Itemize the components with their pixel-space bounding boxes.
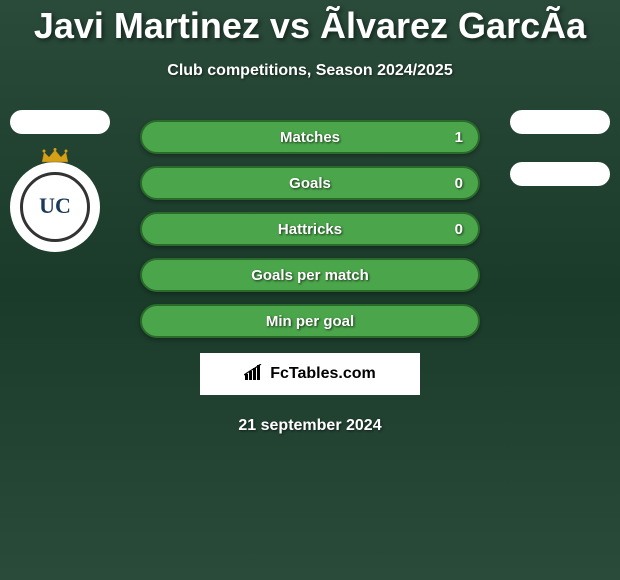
date-text: 21 september 2024 bbox=[0, 417, 620, 435]
stat-bars: Matches 1 Goals 0 Hattricks 0 Goals per … bbox=[140, 120, 480, 338]
subtitle: Club competitions, Season 2024/2025 bbox=[0, 62, 620, 80]
stat-bar-goals: Goals 0 bbox=[140, 166, 480, 200]
stat-bar-goals-per-match: Goals per match bbox=[140, 258, 480, 292]
right-badges bbox=[510, 110, 610, 214]
left-badges: UC bbox=[10, 110, 110, 252]
stat-label: Goals bbox=[289, 175, 331, 192]
stat-bar-matches: Matches 1 bbox=[140, 120, 480, 154]
stat-value: 0 bbox=[455, 221, 463, 238]
club-monogram-icon: UC bbox=[25, 177, 85, 237]
stat-bar-hattricks: Hattricks 0 bbox=[140, 212, 480, 246]
stat-value: 0 bbox=[455, 175, 463, 192]
right-flag-placeholder-1 bbox=[510, 110, 610, 134]
svg-text:UC: UC bbox=[39, 193, 71, 218]
stats-content: UC Matches 1 Goals 0 Hattricks 0 Goals p… bbox=[0, 120, 620, 435]
left-flag-placeholder bbox=[10, 110, 110, 134]
crown-icon bbox=[40, 148, 70, 164]
stat-label: Matches bbox=[280, 129, 340, 146]
logo-text: FcTables.com bbox=[270, 365, 376, 383]
stat-label: Min per goal bbox=[266, 313, 354, 330]
stat-label: Hattricks bbox=[278, 221, 342, 238]
page-title: Javi Martinez vs Ãlvarez GarcÃa bbox=[0, 0, 620, 47]
stat-label: Goals per match bbox=[251, 267, 369, 284]
club-badge-inner: UC bbox=[20, 172, 90, 242]
chart-icon bbox=[244, 364, 264, 385]
left-club-badge: UC bbox=[10, 162, 100, 252]
fctables-logo[interactable]: FcTables.com bbox=[200, 353, 420, 395]
right-flag-placeholder-2 bbox=[510, 162, 610, 186]
stat-bar-min-per-goal: Min per goal bbox=[140, 304, 480, 338]
stat-value: 1 bbox=[455, 129, 463, 146]
